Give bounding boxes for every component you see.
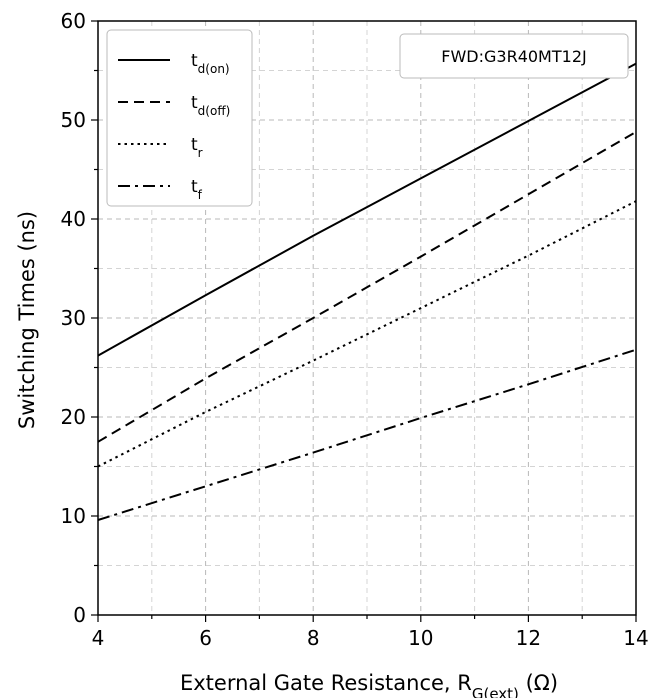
y-tick-label: 40 (61, 207, 86, 231)
series-line-don (97, 62, 637, 357)
x-tick-label: 10 (408, 626, 433, 650)
x-axis-label-main: External Gate Resistance, R (180, 671, 472, 695)
x-tick-label: 8 (307, 626, 320, 650)
legend-label-main: t (191, 51, 198, 71)
legend-label-sub: d(off) (198, 104, 231, 118)
x-tick-label: 14 (623, 626, 648, 650)
y-tick-label: 10 (61, 504, 86, 528)
legend-label-sub: f (198, 188, 203, 202)
series-lines (97, 62, 637, 521)
tick-labels: 4 6 8 10 12 14 0 10 20 30 40 50 60 (61, 9, 649, 650)
x-axis-label-sub: G(ext) (472, 685, 519, 698)
legend-label-main: t (191, 135, 198, 155)
annotation-box (399, 33, 629, 79)
x-tick-label: 4 (92, 626, 105, 650)
y-axis-label: Switching Times (ns) (15, 211, 39, 429)
legend-label: tf (191, 177, 203, 202)
series-line-f (97, 348, 637, 521)
axis-ticks (91, 20, 637, 622)
legend-label-main: t (191, 93, 198, 113)
legend-box (106, 29, 253, 207)
legend-label-main: t (191, 177, 198, 197)
series-line-r (97, 200, 637, 468)
y-tick-label: 0 (73, 603, 86, 627)
legend-label-sub: d(on) (198, 62, 230, 76)
legend-label: td(off) (191, 93, 230, 118)
x-tick-label: 6 (199, 626, 212, 650)
y-tick-label: 50 (61, 108, 86, 132)
y-tick-label: 30 (61, 306, 86, 330)
x-axis-label-unit: (Ω) (519, 671, 558, 695)
legend-label: td(on) (191, 51, 230, 76)
y-tick-label: 60 (61, 9, 86, 33)
legend-label-sub: r (198, 146, 203, 160)
x-axis-label: External Gate Resistance, RG(ext) (Ω) (180, 671, 558, 698)
annotation-text: FWD:G3R40MT12J (441, 47, 586, 66)
legend-label: tr (191, 135, 203, 160)
device-annotation: FWD:G3R40MT12J (399, 33, 629, 79)
y-tick-label: 20 (61, 405, 86, 429)
x-tick-label: 12 (516, 626, 541, 650)
series-line-doff (97, 131, 637, 443)
